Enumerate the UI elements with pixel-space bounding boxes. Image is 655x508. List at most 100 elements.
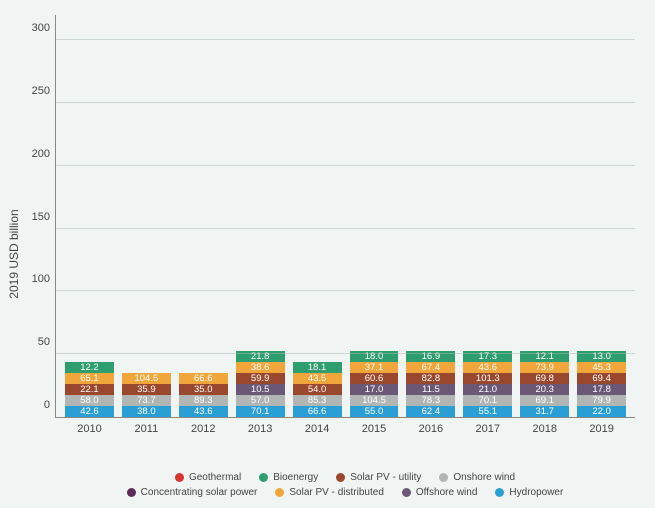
xtick-label: 2014 (305, 423, 329, 435)
segment-hydropower: 70.1 (236, 406, 285, 417)
segment-value: 78.3 (422, 395, 441, 406)
legend-item-onshore_wind: Onshore wind (439, 472, 515, 483)
bars-group: 42.658.022.165.112.2201038.073.735.9104.… (56, 15, 635, 417)
legend-item-csp: Concentrating solar power (127, 487, 258, 498)
segment-onshore_wind: 57.0 (236, 395, 285, 406)
segment-offshore_wind: 10.5 (236, 384, 285, 395)
legend-swatch (439, 473, 448, 482)
bar-2018: 31.769.120.369.873.912.12018 (520, 351, 569, 417)
legend-label: Onshore wind (453, 472, 515, 483)
bar-2011: 38.073.735.9104.52011 (122, 373, 171, 417)
segment-solar_pv_utility: 69.8 (520, 373, 569, 384)
segment-onshore_wind: 104.5 (350, 395, 399, 406)
segment-value: 82.8 (422, 373, 441, 384)
segment-solar_pv_utility: 59.9 (236, 373, 285, 384)
segment-value: 22.1 (80, 384, 99, 395)
segment-value: 65.1 (80, 373, 99, 384)
legend-label: Solar PV - utility (350, 472, 421, 483)
segment-solar_pv_utility: 69.4 (577, 373, 626, 384)
bar-2012: 43.689.335.066.62012 (179, 373, 228, 417)
legend-swatch (495, 488, 504, 497)
segment-value: 104.5 (362, 395, 386, 406)
segment-solar_pv_distributed: 104.5 (122, 373, 171, 384)
segment-solar_pv_distributed: 65.1 (65, 373, 114, 384)
segment-hydropower: 66.6 (293, 406, 342, 417)
legend-row: GeothermalBioenergySolar PV - utilityOns… (55, 472, 635, 483)
segment-value: 11.5 (422, 384, 440, 395)
xtick-label: 2010 (77, 423, 101, 435)
gridline (56, 228, 635, 229)
segment-solar_pv_distributed: 67.4 (406, 362, 455, 373)
segment-value: 67.4 (422, 362, 441, 373)
segment-value: 55.0 (365, 406, 384, 417)
segment-value: 79.9 (592, 395, 611, 406)
segment-onshore_wind: 85.3 (293, 395, 342, 406)
segment-offshore_wind: 17.8 (577, 384, 626, 395)
segment-solar_pv_distributed: 43.6 (463, 362, 512, 373)
bar-2015: 55.0104.517.060.637.118.02015 (350, 351, 399, 417)
segment-hydropower: 55.1 (463, 406, 512, 417)
segment-value: 38.6 (251, 362, 270, 373)
segment-value: 69.8 (535, 373, 554, 384)
bar-2017: 55.170.121.0101.343.617.32017 (463, 351, 512, 417)
legend-item-hydropower: Hydropower (495, 487, 563, 498)
gridline (56, 39, 635, 40)
segment-solar_pv_distributed: 73.9 (520, 362, 569, 373)
segment-solar_pv_distributed: 66.6 (179, 373, 228, 384)
xtick-label: 2019 (589, 423, 613, 435)
legend-item-solar_pv_distributed: Solar PV - distributed (275, 487, 384, 498)
segment-value: 69.1 (535, 395, 554, 406)
segment-solar_pv_utility: 54.0 (293, 384, 342, 395)
gridline (56, 102, 635, 103)
segment-solar_pv_utility: 60.6 (350, 373, 399, 384)
ytick-label: 50 (38, 336, 50, 348)
segment-onshore_wind: 58.0 (65, 395, 114, 406)
bar-2014: 66.685.354.043.518.12014 (293, 362, 342, 417)
xtick-label: 2016 (419, 423, 443, 435)
gridline (56, 165, 635, 166)
segment-solar_pv_distributed: 38.6 (236, 362, 285, 373)
segment-value: 69.4 (592, 373, 611, 384)
gridline (56, 353, 635, 354)
segment-solar_pv_utility: 82.8 (406, 373, 455, 384)
segment-solar_pv_utility: 22.1 (65, 384, 114, 395)
legend-label: Hydropower (509, 487, 563, 498)
segment-value: 101.3 (476, 373, 500, 384)
segment-bioenergy: 12.2 (65, 362, 114, 373)
segment-value: 66.6 (194, 373, 213, 384)
segment-value: 35.0 (194, 384, 213, 395)
ytick-label: 250 (32, 85, 50, 97)
segment-offshore_wind: 21.0 (463, 384, 512, 395)
segment-value: 70.1 (251, 406, 270, 417)
segment-value: 45.3 (592, 362, 611, 373)
segment-value: 31.7 (535, 406, 554, 417)
segment-value: 85.3 (308, 395, 327, 406)
legend-swatch (402, 488, 411, 497)
segment-solar_pv_distributed: 45.3 (577, 362, 626, 373)
segment-onshore_wind: 78.3 (406, 395, 455, 406)
segment-value: 104.5 (134, 373, 158, 384)
chart-container: 2019 USD billion 42.658.022.165.112.2201… (0, 0, 655, 508)
ytick-label: 200 (32, 148, 50, 160)
segment-offshore_wind: 11.5 (406, 384, 455, 395)
segment-value: 73.7 (137, 395, 156, 406)
gridline (56, 290, 635, 291)
segment-hydropower: 43.6 (179, 406, 228, 417)
legend-label: Offshore wind (416, 487, 478, 498)
legend: GeothermalBioenergySolar PV - utilityOns… (55, 472, 635, 498)
segment-hydropower: 31.7 (520, 406, 569, 417)
segment-offshore_wind: 17.0 (350, 384, 399, 395)
legend-swatch (275, 488, 284, 497)
bar-2016: 62.478.311.582.867.416.92016 (406, 351, 455, 417)
segment-value: 70.1 (479, 395, 498, 406)
segment-hydropower: 62.4 (406, 406, 455, 417)
segment-value: 35.9 (137, 384, 156, 395)
legend-label: Bioenergy (273, 472, 318, 483)
segment-value: 54.0 (308, 384, 327, 395)
legend-item-bioenergy: Bioenergy (259, 472, 318, 483)
segment-value: 73.9 (535, 362, 554, 373)
legend-label: Concentrating solar power (141, 487, 258, 498)
segment-value: 43.6 (479, 362, 498, 373)
legend-row: Concentrating solar power Solar PV - dist… (55, 487, 635, 498)
legend-item-offshore_wind: Offshore wind (402, 487, 478, 498)
